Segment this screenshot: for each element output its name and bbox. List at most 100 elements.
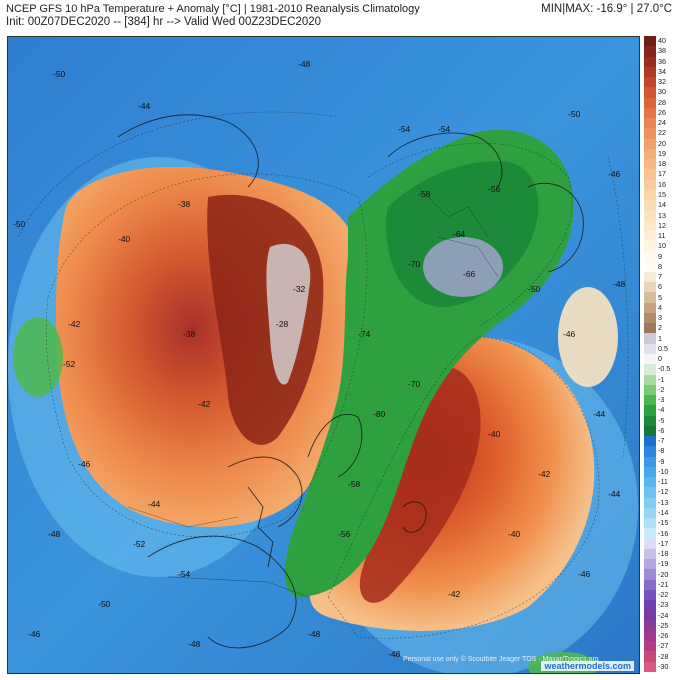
colorbar-tick-label: 15 bbox=[658, 190, 666, 199]
contour-label: -42 bbox=[538, 469, 551, 479]
contour-label: -44 bbox=[593, 409, 606, 419]
contour-label: -70 bbox=[408, 379, 421, 389]
temperature-colorbar bbox=[644, 36, 656, 673]
colorbar-tick-label: 0.5 bbox=[658, 343, 668, 353]
contour-label: -48 bbox=[48, 529, 61, 539]
colorbar-segment bbox=[644, 600, 656, 611]
colorbar-segment bbox=[644, 436, 656, 447]
colorbar-segment bbox=[644, 312, 656, 324]
contour-label: -54 bbox=[398, 124, 411, 134]
map-subtitle: Init: 00Z07DEC2020 -- [384] hr --> Valid… bbox=[6, 16, 322, 28]
colorbar-tick-label: -21 bbox=[658, 579, 669, 589]
colorbar-tick-label: 8 bbox=[658, 261, 662, 271]
colorbar-tick-label: -18 bbox=[658, 549, 669, 559]
colorbar-tick-label: -15 bbox=[658, 518, 669, 528]
colorbar-tick-label: 16 bbox=[658, 179, 666, 189]
map-title: NCEP GFS 10 hPa Temperature + Anomaly [°… bbox=[6, 3, 420, 15]
credit-text: Personal use only © Scoutbite Jeager TOS… bbox=[403, 656, 599, 663]
colorbar-tick-label: -16 bbox=[658, 528, 669, 538]
contour-label: -28 bbox=[276, 319, 289, 329]
colorbar-tick-label: 24 bbox=[658, 118, 666, 128]
contour-label: -42 bbox=[68, 319, 81, 329]
colorbar-labels: 40 38 36 34 32 30 28 26 24 22 20 19 18 17 16 15 14 13 12 11… bbox=[658, 36, 680, 672]
colorbar-segment bbox=[644, 148, 656, 160]
colorbar-segment bbox=[644, 456, 656, 468]
minmax-readout: MIN|MAX: -16.9° | 27.0°C bbox=[541, 3, 672, 15]
colorbar-segment bbox=[644, 661, 656, 673]
contour-label: -48 bbox=[388, 649, 401, 659]
colorbar-segment bbox=[644, 518, 656, 529]
colorbar-segment bbox=[644, 220, 656, 232]
colorbar-segment bbox=[644, 589, 656, 601]
colorbar-tick-label: -0.5 bbox=[658, 364, 671, 374]
isotherm-contours bbox=[17, 111, 629, 639]
colorbar-segment bbox=[644, 415, 656, 427]
colorbar-tick-label: -12 bbox=[658, 487, 669, 497]
political-borders bbox=[127, 186, 499, 598]
colorbar-tick-label: 7 bbox=[658, 272, 662, 282]
colorbar-segment bbox=[644, 548, 656, 560]
contour-label: -40 bbox=[488, 429, 501, 439]
colorbar-segment bbox=[644, 46, 656, 57]
colorbar-tick-label: -6 bbox=[658, 425, 665, 435]
colorbar-tick-label: -14 bbox=[658, 508, 669, 517]
colorbar-tick-label: 3 bbox=[658, 313, 662, 323]
colorbar-segment bbox=[644, 354, 656, 365]
colorbar-segment bbox=[644, 569, 656, 581]
colorbar-segment bbox=[644, 497, 656, 509]
colorbar-tick-label: 0 bbox=[658, 354, 662, 364]
colorbar-segment bbox=[644, 425, 656, 437]
colorbar-tick-label: 22 bbox=[658, 128, 666, 138]
colorbar-segment bbox=[644, 271, 656, 283]
colorbar-tick-label: 40 bbox=[658, 36, 666, 46]
colorbar-tick-label: 20 bbox=[658, 138, 666, 148]
colorbar-segment bbox=[644, 323, 656, 334]
colorbar-tick-label: 10 bbox=[658, 241, 666, 251]
warm-peak-west bbox=[266, 243, 311, 385]
colorbar-tick-label: 34 bbox=[658, 66, 666, 76]
colorbar-segment bbox=[644, 538, 656, 550]
colorbar-segment bbox=[644, 374, 656, 386]
colorbar-segment bbox=[644, 36, 656, 47]
colorbar-tick-label: 36 bbox=[658, 56, 666, 66]
contour-label: -50 bbox=[568, 109, 581, 119]
warm-core-east bbox=[359, 366, 481, 603]
colorbar-tick-label: 2 bbox=[658, 323, 662, 333]
contour-label: -66 bbox=[463, 269, 476, 279]
colorbar-segment bbox=[644, 610, 656, 622]
colorbar-tick-label: 30 bbox=[658, 87, 666, 97]
colorbar-segment bbox=[644, 302, 656, 314]
colorbar-tick-label: 1 bbox=[658, 333, 662, 343]
colorbar-tick-label: 4 bbox=[658, 302, 662, 312]
colorbar-tick-label: 13 bbox=[658, 210, 666, 220]
colorbar-segment bbox=[644, 559, 656, 570]
colorbar-tick-label: -27 bbox=[658, 641, 669, 651]
colorbar-segment bbox=[644, 66, 656, 78]
contour-label: -50 bbox=[98, 599, 111, 609]
contour-label: -40 bbox=[508, 529, 521, 539]
colorbar-segment bbox=[644, 466, 656, 478]
contour-label: -58 bbox=[348, 479, 361, 489]
contour-label: -56 bbox=[338, 529, 351, 539]
contour-label: -32 bbox=[293, 284, 306, 294]
colorbar-segment bbox=[644, 128, 656, 140]
contour-label: -50 bbox=[13, 219, 26, 229]
cold-vortex-minimum bbox=[423, 237, 503, 297]
colorbar-segment bbox=[644, 118, 656, 129]
contour-label: -56 bbox=[488, 184, 501, 194]
brand-logo[interactable]: weathermodels.com bbox=[541, 661, 634, 671]
colorbar-tick-label: -26 bbox=[658, 631, 669, 641]
colorbar-tick-label: 5 bbox=[658, 292, 662, 302]
contour-label: -44 bbox=[138, 101, 151, 111]
colorbar-segment bbox=[644, 333, 656, 345]
colorbar-tick-label: -23 bbox=[658, 600, 669, 610]
map-canvas: -50 -44 -50 -40 -38 -42 -38 -32 -28 -52 … bbox=[8, 37, 639, 673]
colorbar-segment bbox=[644, 384, 656, 396]
colorbar-segment bbox=[644, 487, 656, 499]
colorbar-tick-label: -1 bbox=[658, 374, 665, 384]
contour-label: -50 bbox=[53, 69, 66, 79]
colorbar-tick-label: 12 bbox=[658, 220, 666, 230]
pale-region-east bbox=[558, 287, 618, 387]
map-header: NCEP GFS 10 hPa Temperature + Anomaly [°… bbox=[6, 3, 420, 29]
contour-label: -48 bbox=[308, 629, 321, 639]
